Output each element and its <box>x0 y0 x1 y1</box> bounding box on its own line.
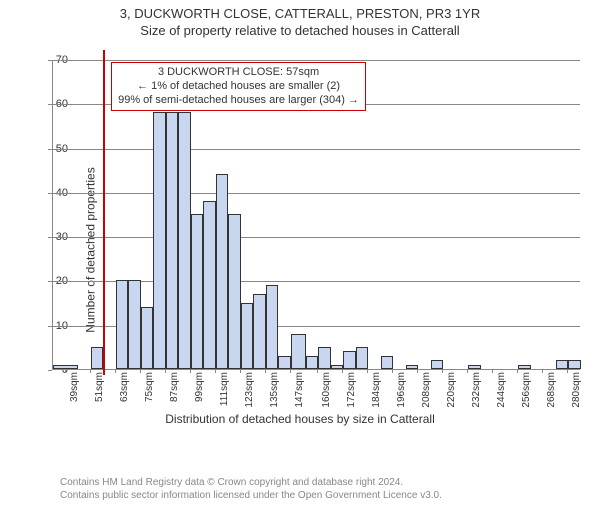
annotation-line-3: 99% of semi-detached houses are larger (… <box>118 94 359 108</box>
histogram-bar <box>568 360 581 369</box>
histogram-bar <box>278 356 291 369</box>
annotation-line-2: ← 1% of detached houses are smaller (2) <box>118 80 359 94</box>
xtick-mark <box>567 369 568 373</box>
xtick-label: 123sqm <box>244 372 255 408</box>
xtick-label: 99sqm <box>194 372 205 402</box>
xtick-mark <box>90 369 91 373</box>
xtick-label: 208sqm <box>421 372 432 408</box>
annotation-line-1: 3 DUCKWORTH CLOSE: 57sqm <box>118 66 359 80</box>
xtick-mark <box>367 369 368 373</box>
xtick-mark <box>342 369 343 373</box>
xtick-label: 268sqm <box>546 372 557 408</box>
xtick-mark <box>467 369 468 373</box>
histogram-bar <box>153 112 166 369</box>
histogram-bar <box>116 280 129 369</box>
footer-line-2: Contains public sector information licen… <box>60 489 442 502</box>
title-sub: Size of property relative to detached ho… <box>0 23 600 38</box>
xtick-mark <box>115 369 116 373</box>
xtick-label: 244sqm <box>496 372 507 408</box>
histogram-bar <box>381 356 394 369</box>
histogram-bar <box>216 174 229 369</box>
x-axis-label: Distribution of detached houses by size … <box>165 412 434 426</box>
histogram-bar <box>191 214 204 369</box>
grid-line <box>53 60 580 61</box>
histogram-bar <box>306 356 319 369</box>
xtick-mark <box>265 369 266 373</box>
marker-line <box>103 50 105 375</box>
xtick-label: 256sqm <box>521 372 532 408</box>
xtick-label: 51sqm <box>94 372 105 402</box>
histogram-bar <box>166 112 179 369</box>
xtick-mark <box>240 369 241 373</box>
histogram-bar <box>53 365 78 369</box>
histogram-bar <box>241 303 254 369</box>
plot-area: 3 DUCKWORTH CLOSE: 57sqm ← 1% of detache… <box>52 60 580 370</box>
annotation-box: 3 DUCKWORTH CLOSE: 57sqm ← 1% of detache… <box>111 62 366 111</box>
title-main: 3, DUCKWORTH CLOSE, CATTERALL, PRESTON, … <box>0 6 600 21</box>
histogram-bar <box>318 347 331 369</box>
xtick-label: 111sqm <box>219 372 230 406</box>
histogram-bar <box>178 112 191 369</box>
footer: Contains HM Land Registry data © Crown c… <box>60 476 442 502</box>
histogram-bar <box>343 351 356 369</box>
xtick-mark <box>517 369 518 373</box>
xtick-mark <box>317 369 318 373</box>
histogram-bar <box>468 365 481 369</box>
xtick-mark <box>442 369 443 373</box>
histogram-bar <box>253 294 266 369</box>
xtick-label: 184sqm <box>371 372 382 408</box>
histogram-bar <box>91 347 104 369</box>
xtick-mark <box>290 369 291 373</box>
xtick-label: 160sqm <box>321 372 332 408</box>
xtick-mark <box>65 369 66 373</box>
xtick-label: 75sqm <box>144 372 155 402</box>
xtick-mark <box>542 369 543 373</box>
ytick-mark <box>48 370 52 371</box>
histogram-bar <box>228 214 241 369</box>
grid-line <box>53 149 580 150</box>
histogram-bar <box>203 201 216 369</box>
histogram-bar <box>291 334 306 369</box>
grid-line <box>53 193 580 194</box>
xtick-label: 135sqm <box>269 372 280 408</box>
xtick-label: 63sqm <box>119 372 130 402</box>
xtick-mark <box>492 369 493 373</box>
xtick-mark <box>392 369 393 373</box>
histogram-bar <box>141 307 154 369</box>
xtick-label: 147sqm <box>294 372 305 408</box>
xtick-label: 280sqm <box>571 372 582 408</box>
xtick-label: 87sqm <box>169 372 180 402</box>
xtick-label: 232sqm <box>471 372 482 408</box>
xtick-mark <box>190 369 191 373</box>
xtick-label: 172sqm <box>346 372 357 408</box>
xtick-mark <box>140 369 141 373</box>
histogram-bar <box>556 360 569 369</box>
grid-line <box>53 237 580 238</box>
histogram-bar <box>356 347 369 369</box>
histogram-bar <box>518 365 531 369</box>
xtick-label: 220sqm <box>446 372 457 408</box>
xtick-mark <box>165 369 166 373</box>
xtick-mark <box>417 369 418 373</box>
footer-line-1: Contains HM Land Registry data © Crown c… <box>60 476 442 489</box>
histogram-bar <box>266 285 279 369</box>
xtick-mark <box>215 369 216 373</box>
histogram-bar <box>128 280 141 369</box>
chart-container: Number of detached properties 0102030405… <box>0 50 600 430</box>
histogram-bar <box>431 360 444 369</box>
xtick-label: 196sqm <box>396 372 407 408</box>
xtick-label: 39sqm <box>69 372 80 402</box>
